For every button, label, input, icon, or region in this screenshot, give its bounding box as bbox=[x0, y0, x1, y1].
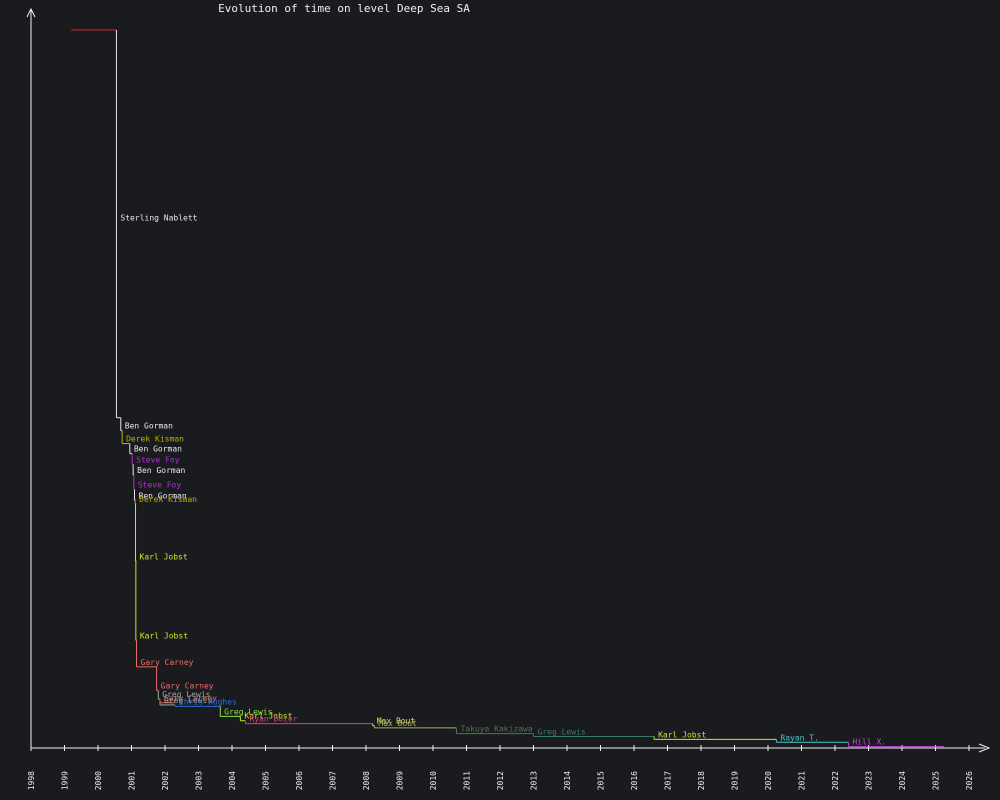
holder-label: Ben Gorman bbox=[137, 466, 185, 475]
x-tick-label: 2019 bbox=[731, 771, 740, 790]
holder-label: Chris Hughes bbox=[179, 697, 237, 706]
x-tick-label: 2005 bbox=[262, 771, 271, 790]
x-tick-label: 2024 bbox=[898, 771, 907, 790]
x-tick-label: 2009 bbox=[396, 771, 405, 790]
x-tick-label: 2011 bbox=[463, 771, 472, 790]
holder-label: Greg Lewis bbox=[162, 690, 210, 699]
x-tick-label: 2023 bbox=[865, 771, 874, 790]
chart-title: Evolution of time on level Deep Sea SA bbox=[218, 2, 470, 15]
holder-label: Sterling Nablett bbox=[120, 213, 197, 222]
step-series bbox=[71, 29, 944, 748]
holder-label: Gary Carney bbox=[161, 682, 214, 691]
x-tick-label: 2014 bbox=[563, 771, 572, 790]
holder-label: Greg Lewis bbox=[164, 696, 212, 705]
holder-label: Steve Foy bbox=[136, 455, 180, 464]
x-tick-label: 2016 bbox=[630, 771, 639, 790]
holder-label: Gary Carney bbox=[164, 694, 217, 703]
x-tick-label: 2010 bbox=[429, 771, 438, 790]
x-tick-label: 2000 bbox=[94, 771, 103, 790]
x-tick-label: 2022 bbox=[831, 771, 840, 790]
x-tick-label: 2013 bbox=[530, 771, 539, 790]
holder-label: Hill X. bbox=[852, 738, 886, 747]
x-tick-label: 2001 bbox=[128, 771, 137, 790]
holder-label: Karl Jobst bbox=[140, 552, 188, 561]
holder-label: Derek Kisman bbox=[126, 435, 184, 444]
holder-label: Rayan T. bbox=[780, 733, 819, 742]
axes: 1998 1999 2000 2001 2002 2003 2004 2005 2006 2007… bbox=[26, 7, 991, 790]
x-tick-label: 2008 bbox=[362, 771, 371, 790]
x-tick-label: 2018 bbox=[697, 771, 706, 790]
x-tick-label: 2003 bbox=[195, 771, 204, 790]
holder-label: Karl Jobst bbox=[140, 631, 188, 640]
holder-label: Ben Gorman bbox=[134, 445, 182, 454]
holder-label: Greg Lewis bbox=[538, 728, 586, 737]
x-tick-label: 2015 bbox=[597, 771, 606, 790]
holder-label: Steve Foy bbox=[138, 481, 182, 490]
holder-label: Max Bout bbox=[378, 719, 417, 728]
holder-label: Gary Carney bbox=[141, 658, 194, 667]
x-axis-arrow bbox=[978, 743, 991, 753]
x-tick-label: 2026 bbox=[965, 771, 974, 790]
x-tick-label: 2006 bbox=[295, 771, 304, 790]
holder-label: Max Bout bbox=[377, 717, 416, 726]
holder-label: Karl Jobst bbox=[244, 712, 292, 721]
x-tick-label: 2025 bbox=[932, 771, 941, 790]
holder-label: Karl Jobst bbox=[658, 730, 706, 739]
x-tick-label: 2004 bbox=[228, 771, 237, 790]
holder-label: Greg Lewis bbox=[224, 707, 272, 716]
holder-label: Ben Gorman bbox=[139, 491, 187, 500]
x-tick-label: 1999 bbox=[61, 771, 70, 790]
x-tick-label: 2002 bbox=[161, 771, 170, 790]
y-axis-arrow bbox=[26, 7, 36, 18]
holder-label: Derek Kisman bbox=[139, 495, 197, 504]
holder-label: Takuya Kakizawa bbox=[460, 725, 532, 734]
x-tick-label: 2021 bbox=[798, 771, 807, 790]
x-tick-label: 2017 bbox=[664, 771, 673, 790]
x-tick-label: 2012 bbox=[496, 771, 505, 790]
holder-label: Ryan Dozer bbox=[249, 715, 297, 724]
x-tick-label: 1998 bbox=[27, 771, 36, 790]
holder-label: Ben Gorman bbox=[125, 422, 173, 431]
x-tick-label: 2007 bbox=[329, 771, 338, 790]
x-tick-label: 2020 bbox=[764, 771, 773, 790]
